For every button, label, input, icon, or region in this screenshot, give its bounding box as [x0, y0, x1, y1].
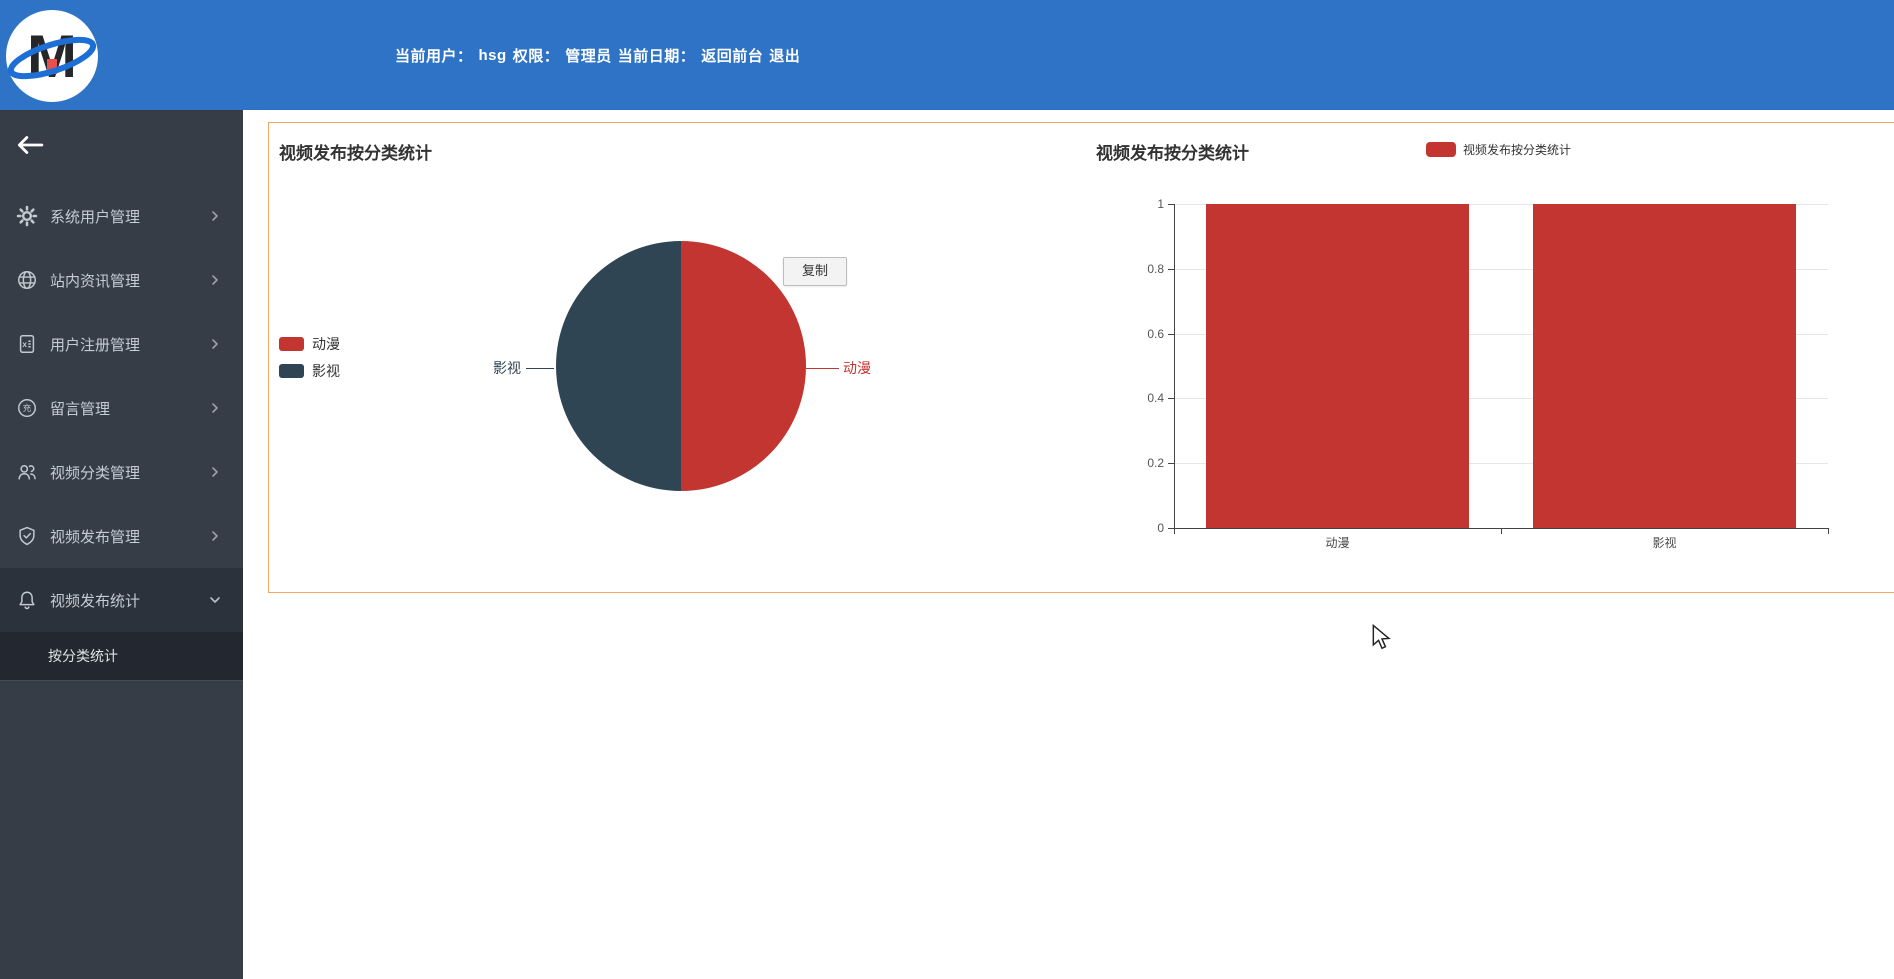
sidebar-item-label: 用户注册管理	[50, 336, 141, 354]
pie-legend-item-donman[interactable]: 动漫	[279, 334, 340, 354]
gridline	[1174, 463, 1828, 465]
svg-text:充: 充	[23, 402, 32, 414]
shield-check-icon	[16, 525, 38, 547]
y-axis-label: 1	[1157, 197, 1164, 211]
coin-icon: 充	[16, 397, 38, 419]
chevron-right-icon	[212, 211, 218, 221]
sidebar-item-label: 视频分类管理	[50, 464, 141, 482]
sidebar-subitem-category-stats[interactable]: 按分类统计	[48, 648, 118, 664]
svg-text:M: M	[27, 23, 77, 90]
gear-icon	[16, 205, 38, 227]
chevron-down-icon	[210, 597, 220, 603]
copy-button[interactable]: 复制	[783, 257, 847, 286]
chevron-right-icon	[212, 403, 218, 413]
pie-label-line	[526, 368, 554, 369]
sidebar-item-4[interactable]: 视频分类管理	[0, 440, 243, 504]
pie-slice-label: 影视	[493, 360, 521, 376]
current-user-label: 当前用户：	[395, 47, 473, 65]
y-axis-label: 0.8	[1147, 261, 1164, 276]
sidebar-item-label: 视频发布统计	[50, 592, 141, 610]
legend-label: 视频发布按分类统计	[1463, 143, 1572, 157]
bar-0[interactable]	[1206, 204, 1469, 528]
legend-label: 影视	[312, 363, 340, 379]
sidebar: 系统用户管理 站内资讯管理 x 用户注册管理充 留言管理视频分类管理 视频发布管理 视频发布…	[0, 110, 243, 979]
y-axis-tick	[1168, 528, 1174, 529]
pie-chart[interactable]	[556, 241, 806, 491]
x-axis-label: 影视	[1652, 536, 1677, 550]
chevron-right-icon	[212, 531, 218, 541]
y-axis-label: 0	[1157, 521, 1164, 535]
gridline	[1174, 268, 1828, 270]
sidebar-item-5[interactable]: 视频发布管理	[0, 504, 243, 568]
y-axis-label: 0.2	[1147, 456, 1164, 471]
sidebar-submenu: 按分类统计	[0, 632, 243, 681]
app-header: M 当前用户： hsg 权限： 管理员 当前日期： 返回前台 退出	[0, 0, 1894, 110]
x-axis-tick	[1501, 528, 1502, 534]
x-axis-label: 动漫	[1325, 536, 1350, 550]
sidebar-item-label: 留言管理	[50, 400, 111, 418]
role-label: 权限：	[512, 47, 560, 65]
pie-slice-label: 动漫	[843, 360, 871, 376]
legend-swatch	[1426, 142, 1456, 157]
mouse-cursor	[1372, 624, 1391, 650]
sidebar-item-3[interactable]: 充 留言管理	[0, 376, 243, 440]
bar-1[interactable]	[1533, 204, 1796, 528]
pie-slice-1[interactable]	[556, 241, 681, 491]
chevron-right-icon	[212, 275, 218, 285]
bar-legend-item[interactable]: 视频发布按分类统计	[1426, 141, 1571, 158]
pie-label-line	[806, 368, 839, 369]
pie-chart-title: 视频发布按分类统计	[279, 144, 432, 163]
sidebar-item-label: 站内资讯管理	[50, 272, 141, 290]
y-axis-label: 0.6	[1147, 326, 1164, 341]
sidebar-item-2[interactable]: x 用户注册管理	[0, 312, 243, 376]
role-value: 管理员	[565, 47, 612, 65]
date-label: 当前日期：	[617, 47, 696, 65]
sidebar-item-1[interactable]: 站内资讯管理	[0, 248, 243, 312]
y-axis-tick	[1168, 463, 1174, 465]
current-user-value: hsg	[478, 46, 507, 64]
x-axis-tick	[1174, 528, 1175, 534]
sidebar-item-6[interactable]: 视频发布统计	[0, 568, 243, 632]
app-logo[interactable]: M	[6, 10, 98, 102]
legend-swatch	[279, 337, 304, 351]
x-axis-tick	[1828, 528, 1829, 534]
legend-label: 动漫	[312, 336, 340, 352]
file-excel-icon: x	[16, 333, 38, 355]
sidebar-item-label: 系统用户管理	[50, 208, 141, 226]
y-axis-tick	[1168, 204, 1174, 205]
logout-link[interactable]: 退出	[769, 47, 801, 65]
y-axis-tick	[1168, 333, 1174, 335]
y-axis-line	[1174, 204, 1175, 529]
collapse-sidebar-button[interactable]	[14, 132, 48, 162]
legend-swatch	[279, 364, 304, 378]
stats-panel: 视频发布按分类统计 动漫 影视 影视 动漫 复制 视频发布按分类统计 视频发布按…	[268, 122, 1894, 593]
chevron-right-icon	[212, 467, 218, 477]
gridline	[1174, 333, 1828, 335]
svg-text:x: x	[22, 340, 27, 349]
gridline	[1174, 398, 1828, 400]
bell-icon	[16, 589, 38, 611]
chevron-right-icon	[212, 339, 218, 349]
pie-legend-item-yingshi[interactable]: 影视	[279, 361, 340, 381]
back-to-front-link[interactable]: 返回前台	[701, 47, 764, 65]
m-logo-icon: M	[6, 10, 98, 102]
gridline	[1174, 204, 1828, 205]
pie-slice-0[interactable]	[681, 241, 806, 491]
arrow-left-icon	[17, 136, 44, 154]
sidebar-item-label: 视频发布管理	[50, 528, 141, 546]
sidebar-item-0[interactable]: 系统用户管理	[0, 184, 243, 248]
y-axis-tick	[1168, 398, 1174, 400]
bar-chart-title: 视频发布按分类统计	[1096, 144, 1249, 163]
sidebar-menu: 系统用户管理 站内资讯管理 x 用户注册管理充 留言管理视频分类管理 视频发布管理 视频发布…	[0, 184, 243, 681]
globe-icon	[16, 269, 38, 291]
y-axis-tick	[1168, 268, 1174, 270]
users-icon	[16, 461, 38, 483]
y-axis-label: 0.4	[1147, 391, 1164, 406]
